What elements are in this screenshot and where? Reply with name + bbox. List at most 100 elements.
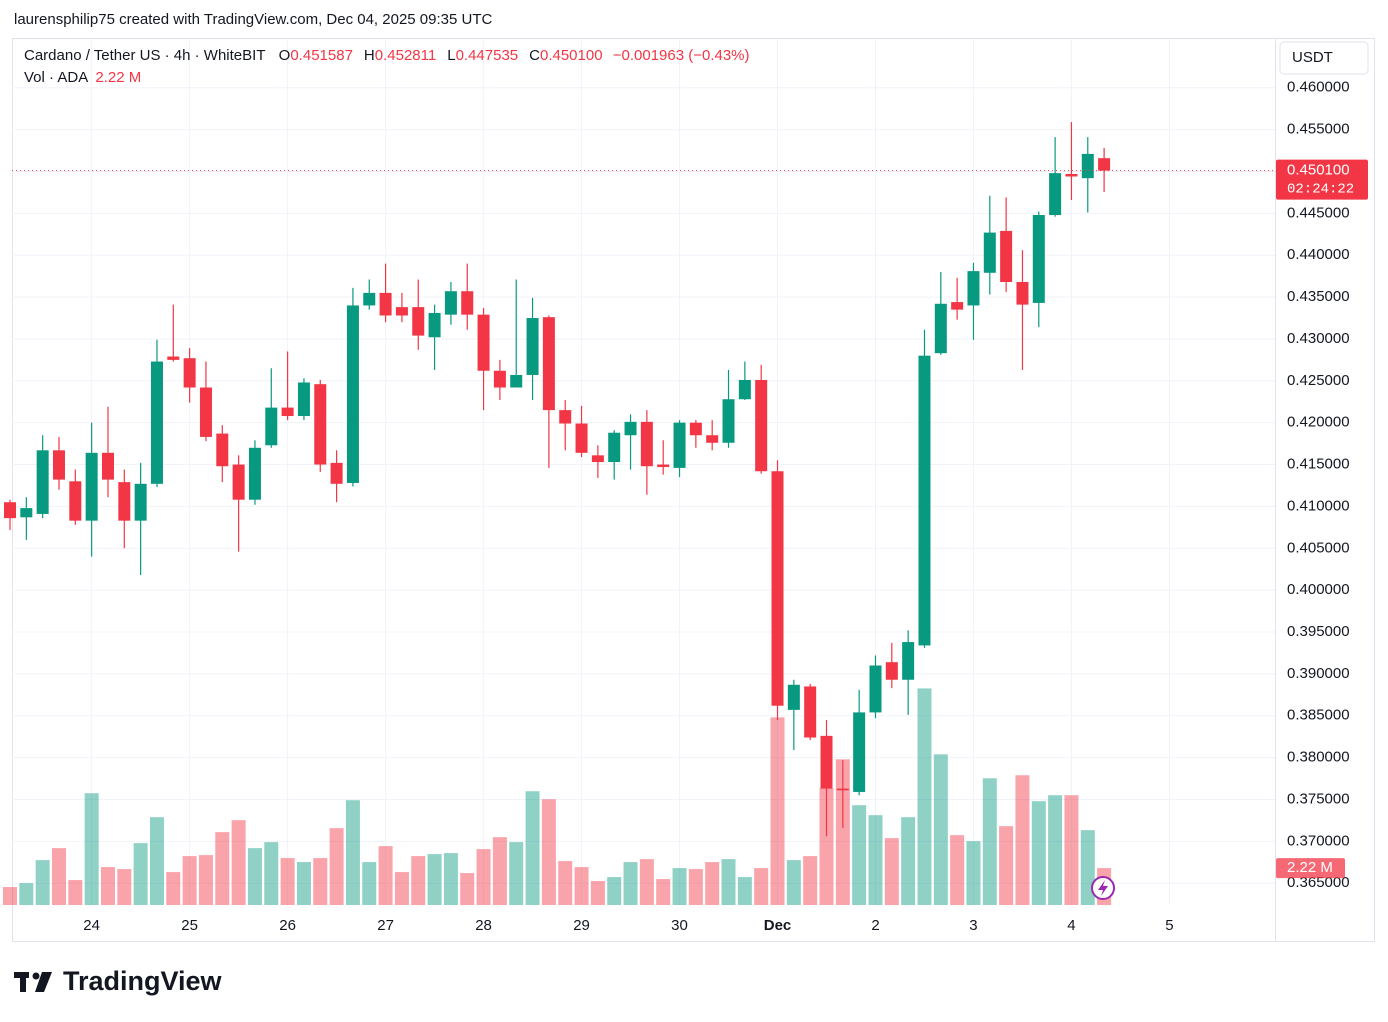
y-tick-label: 0.365000 [1287,874,1350,891]
ohlc-key: C [529,47,540,64]
volume-bar [672,868,687,905]
candle-body [363,292,376,306]
candle-body [36,450,49,514]
volume-bar [754,868,769,905]
volume-bar [443,853,458,905]
y-tick-label: 0.375000 [1287,790,1350,807]
currency-box [1279,41,1369,75]
x-tick-label: Dec [764,917,792,934]
volume-bar [149,817,164,905]
ohlc-key: O [278,47,291,64]
x-tick-label: 28 [475,917,492,934]
volume-bar [541,799,556,905]
candle-body [706,435,719,443]
volume-bar [198,855,213,905]
volume-bar [231,820,246,905]
candle-body [167,356,180,360]
candle-body [1049,173,1062,216]
volume-bar [884,838,899,905]
candle-body [722,399,735,443]
ohlc-value: 0.451587 [290,47,353,64]
y-tick-label: 0.460000 [1287,79,1350,96]
axis-layer: 0.365000 0.370000 0.375000 0.380000 0.385000… [12,79,1368,934]
ohlc-legend: Cardano / Tether US · 4h · WhiteBIT O0.4… [24,47,753,64]
candle-body [412,307,425,336]
x-tick-label: 30 [671,917,688,934]
volume-bar [84,793,99,905]
candle-body [755,379,768,472]
volume-bar [590,881,605,905]
last-price-tag [1276,159,1368,200]
volume-bar [492,837,507,905]
volume-bar [19,883,34,905]
volume-bar [51,848,66,905]
volume-bar [378,846,393,905]
candle-body [951,302,964,310]
volume-bar [182,856,197,905]
volume-bar [558,861,573,905]
candle-body [52,450,65,480]
volume-bar [68,880,83,905]
candle-body [85,452,98,521]
y-tick-label: 0.435000 [1287,288,1350,305]
volume-bar [100,867,115,905]
volume-bar [117,869,132,905]
volume-bar [411,856,426,905]
volume-bar [1064,795,1079,905]
candle-body [444,291,457,315]
candle-body [934,303,947,354]
volume-bar [852,805,867,905]
candle-body [1016,281,1029,305]
volume-bar [280,858,295,905]
ohlc-key: H [363,47,375,64]
volume-bar [3,887,17,905]
currency-label: USDT [1292,49,1333,66]
candle-body [69,481,82,521]
candle-body [542,317,555,411]
candle-body [559,410,572,424]
candle-body [20,508,33,518]
volume-bar [345,800,360,905]
volume-bar [296,862,311,905]
candle-body [232,464,245,500]
candle-body [101,452,114,480]
volume-bar [133,843,148,905]
candle-body [640,421,653,467]
y-tick-label: 0.410000 [1287,497,1350,514]
candle-body [983,232,996,273]
candle-body [575,423,588,453]
brand-logo [14,972,52,992]
change: −0.001963 (−0.43%) [612,47,750,64]
logo-part [35,972,52,992]
volume-bar [933,754,948,905]
countdown-label: 02:24:22 [1287,181,1354,197]
volume-bar [901,817,916,905]
credit: laurensphilip75 created with TradingView… [14,11,493,28]
candle-body [330,462,343,484]
volume-bar [656,879,671,905]
candle-body [591,455,604,463]
candle-body [428,312,441,338]
volume-bar [329,828,344,905]
volume-bar [1015,775,1030,905]
candle-body [477,314,490,371]
volume-bar [835,759,850,905]
volume-bar [982,778,997,905]
volume-tag-label: 2.22 M [1287,859,1333,876]
volume-bar [737,877,752,905]
volume-bar [688,869,703,905]
y-tick-label: 0.455000 [1287,121,1350,138]
candle-body [608,432,621,463]
volume-bar [362,862,377,905]
volume-bar [705,862,720,905]
volume-bar [574,867,589,905]
volume-layer [3,688,1112,905]
symbol-title: Cardano / Tether US · 4h · WhiteBIT [24,47,266,64]
volume-bar [525,791,540,905]
ohlc-values: O0.451587 H0.452811 L0.447535 C0.450100 [273,47,606,64]
volume-bar [166,872,181,905]
volume-bar [966,841,981,905]
volume-bar [819,788,834,905]
y-tick-label: 0.445000 [1287,204,1350,221]
volume-value: 2.22 M [95,69,142,86]
